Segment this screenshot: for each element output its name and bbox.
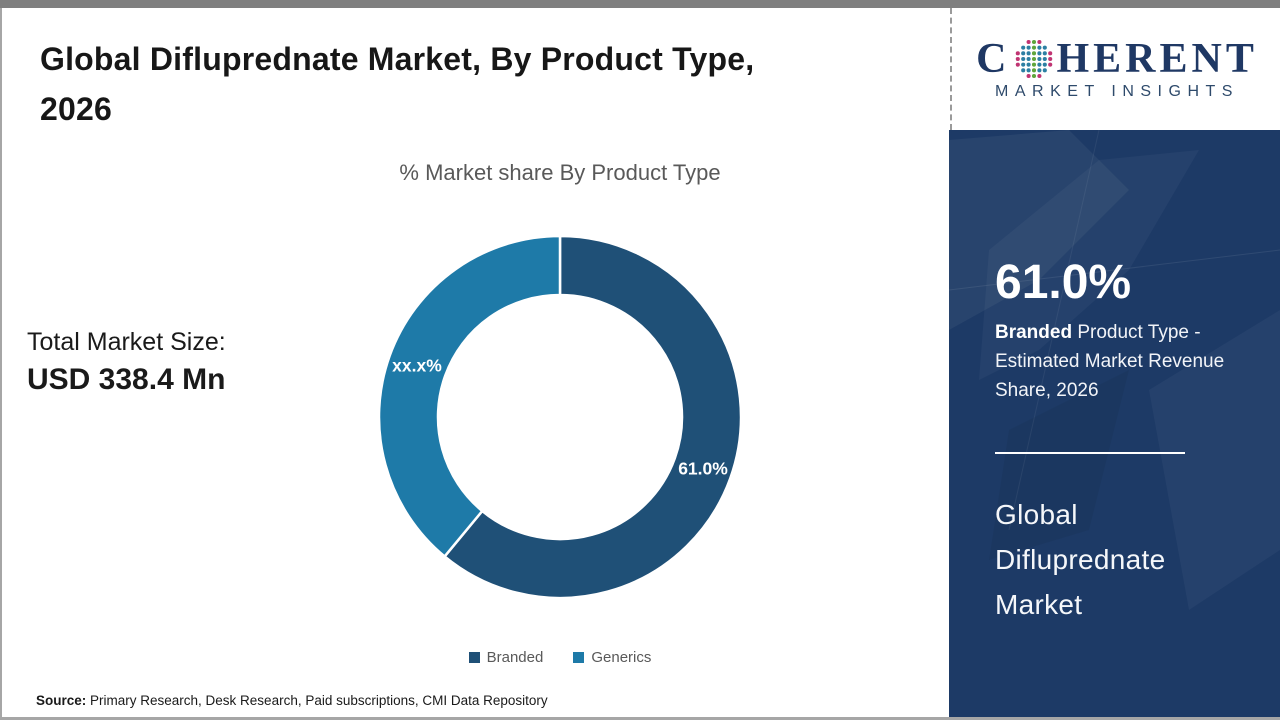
- legend-item-branded: Branded: [468, 648, 544, 666]
- legend-swatch-branded: [468, 651, 480, 663]
- legend-label-branded: Branded: [486, 648, 544, 666]
- brand-logo-subtitle: MARKET INSIGHTS: [995, 83, 1239, 100]
- page-title-line1: Global Difluprednate Market, By Product …: [40, 41, 755, 77]
- globe-dots-icon: [1016, 39, 1053, 79]
- stat-description-rest: Product Type - Estimated Market Revenue …: [995, 322, 1225, 401]
- chart-legend: Branded Generics: [170, 647, 950, 667]
- logo-letters-herent: HERENT: [1056, 36, 1258, 82]
- stat-description-bold: Branded: [995, 322, 1073, 343]
- side-market-name: Global Difluprednate Market: [995, 499, 1166, 620]
- donut-slice-branded: [442, 234, 743, 600]
- source-line: Source: Primary Research, Desk Research,…: [36, 693, 548, 708]
- brand-logo-wordmark: C HERENT: [976, 37, 1258, 81]
- chart-subtitle: % Market share By Product Type: [399, 160, 721, 185]
- legend-swatch-generics: [573, 651, 585, 663]
- bottom-frame-border: [0, 717, 1280, 720]
- total-market-size-block: Total Market Size: USD 338.4 Mn: [27, 325, 226, 401]
- legend-item-generics: Generics: [573, 649, 651, 666]
- side-panel: 61.0% Branded Product Type - Estimated M…: [949, 130, 1280, 718]
- brand-logo: C HERENT MARKET INSIGHTS: [950, 8, 1280, 130]
- donut-slice-generics: [377, 234, 562, 559]
- source-prefix: Source:: [36, 693, 87, 708]
- total-market-size-value: USD 338.4 Mn: [27, 363, 226, 396]
- logo-letter-c: C: [976, 36, 1011, 82]
- stat-value: 61.0%: [995, 256, 1132, 309]
- total-market-size-label: Total Market Size:: [27, 328, 226, 356]
- source-text: Primary Research, Desk Research, Paid su…: [86, 693, 548, 708]
- left-frame-border: [0, 8, 2, 720]
- top-gray-bar: [0, 0, 1280, 8]
- page-title: Global Difluprednate Market, By Product …: [40, 34, 920, 134]
- slice-label-branded: 61.0%: [678, 458, 728, 478]
- donut-chart: 61.0% xx.x%: [377, 234, 743, 600]
- slice-label-generics: xx.x%: [392, 356, 442, 376]
- stat-description: Branded Product Type - Estimated Market …: [995, 318, 1235, 405]
- world-map-texture: [949, 130, 1280, 610]
- legend-label-generics: Generics: [591, 648, 652, 666]
- page-title-line2: 2026: [40, 91, 112, 127]
- side-divider-line: [995, 452, 1185, 454]
